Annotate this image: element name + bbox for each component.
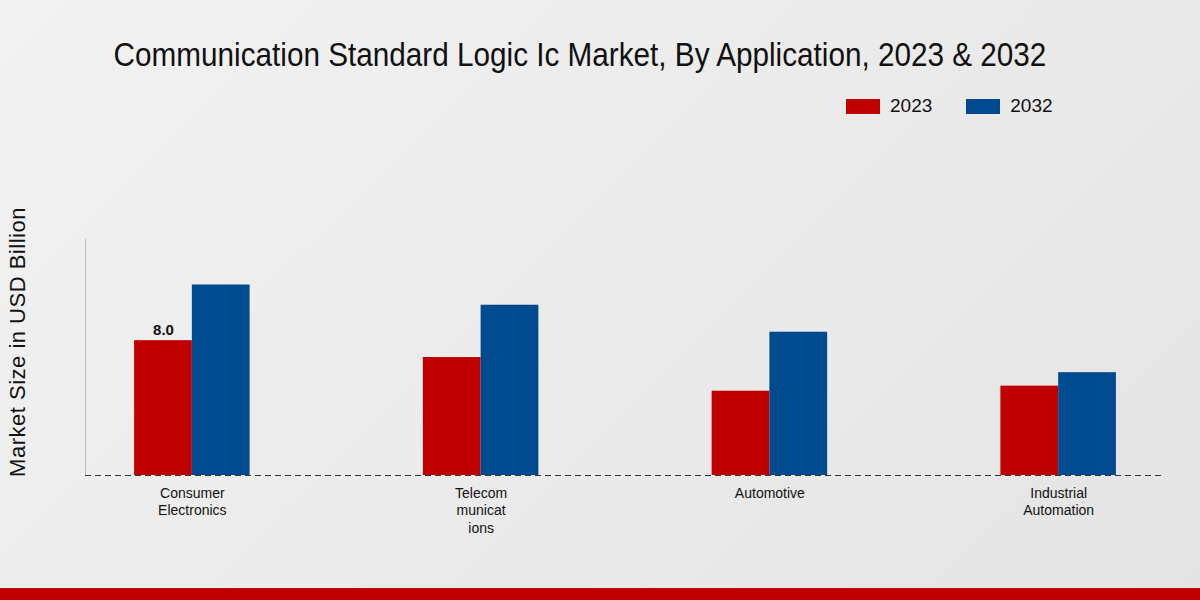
html-text:Market Size in USD Billion: Market Size in USD Billion [5,207,30,477]
html-text:2023: 2023 [890,95,933,116]
svg-text:8.0: 8.0 [153,321,174,338]
svg-text:IndustrialAutomation: IndustrialAutomation [1023,485,1094,519]
svg-text:Automotive: Automotive [735,485,805,501]
html-text:Communication Standard Logic I: Communication Standard Logic Ic Market, … [113,36,1047,73]
svg-text:Telecommunications: Telecommunications [455,485,507,536]
html-text:2032: 2032 [1010,95,1053,116]
svg-text:ConsumerElectronics: ConsumerElectronics [158,485,226,519]
